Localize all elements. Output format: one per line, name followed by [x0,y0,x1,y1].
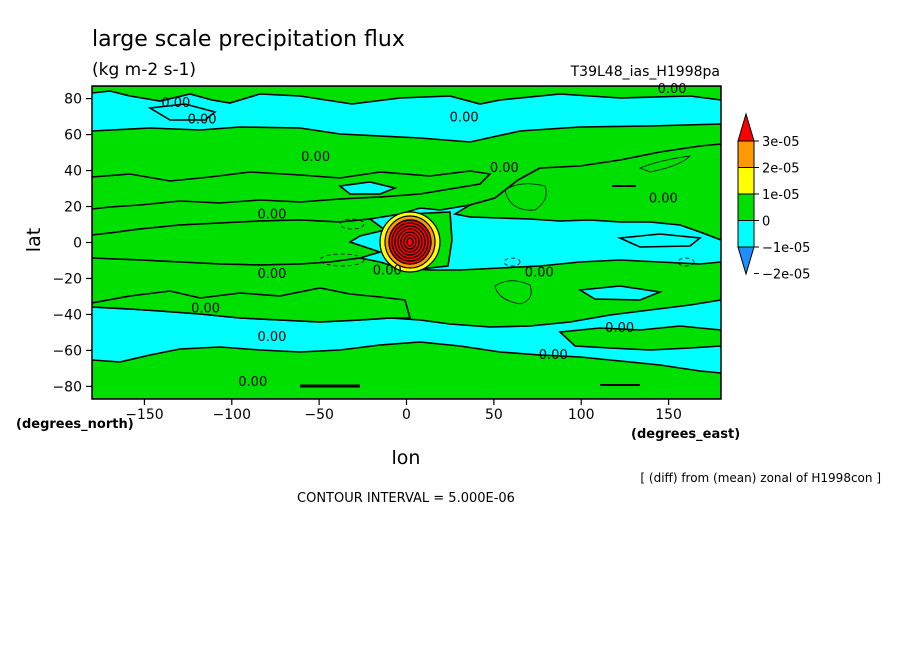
y-tick-label: −60 [52,343,82,359]
x-tick-label: 50 [485,407,503,423]
x-axis-label: lon [392,447,421,469]
contour-label: 0.00 [191,301,220,316]
source-annotation: [ (diff) from (mean) zonal of H1998con ] [640,471,881,485]
colorbar-label: 2e-05 [762,162,800,177]
cyan-pocket-south-east [577,285,664,301]
contour-label: 0.00 [238,375,267,390]
contour-label: 0.00 [188,112,217,127]
colorbar-segment [737,112,755,142]
contour-label: 0.00 [490,161,519,176]
x-tick-label: 150 [655,407,682,423]
y-axis-label: lat [23,228,45,252]
contour-label: 0.00 [525,265,554,280]
y-tick-label: 60 [64,128,82,144]
y-tick-label: −40 [52,307,82,323]
contour-label: 0.00 [257,330,286,345]
negative-contours [319,218,695,267]
contour-label: 0.00 [649,192,678,207]
max-contour-rings [391,222,429,262]
chart-subtitle: (kg m-2 s-1) [92,60,196,80]
y-tick-label: 40 [64,164,82,180]
y-tick-label: 0 [73,236,82,252]
x-tick-label: −100 [213,407,251,423]
minor-contours [300,155,692,388]
x-axis: −150 −100 −50 0 50 100 150 [125,399,682,423]
x-tick-label: 0 [402,407,411,423]
green-band-south-polar-east [558,325,721,351]
green-band-north-polar [92,86,721,105]
y-axis: 80 60 40 20 0 −20 −40 −60 −80 [52,92,92,395]
colorbar-label: −2e-05 [762,268,810,283]
colorbar-label: −1e-05 [762,241,810,256]
colorbar-segment [737,193,755,221]
contour-label: 0.00 [373,263,402,278]
colorbar-label: 0 [762,215,770,230]
colorbar-segment [737,246,755,276]
x-tick-label: −150 [125,407,163,423]
cyan-pocket-north-west [147,103,217,121]
green-band-north-subtropic-bridge [92,170,492,210]
colorbar-label: 1e-05 [762,188,800,203]
green-band-south-polar [92,341,721,399]
green-band-north-east [452,143,721,241]
plot-area [92,86,721,399]
contour-label: 0.00 [301,150,330,165]
contour-label: 0.00 [161,96,190,111]
cyan-pocket-east [616,233,703,248]
colorbar-segment [737,220,755,248]
colorbar-segment [737,140,755,168]
colorbar-label: 3e-05 [762,135,800,150]
colorbar-legend: 3e-05 2e-05 1e-05 0 −1e-05 −2e-05 [737,112,810,283]
x-tick-label: 100 [568,407,595,423]
contour-label: 0.00 [257,208,286,223]
contour-label: 0.00 [658,82,687,97]
x-unit-label: (degrees_east) [631,427,740,442]
y-unit-label: (degrees_north) [16,417,134,432]
contour-label: 0.00 [450,111,479,126]
y-tick-label: −80 [52,379,82,395]
contour-label: 0.00 [257,267,286,282]
y-tick-label: −20 [52,271,82,287]
contour-label: 0.00 [605,321,634,336]
cyan-pocket-north-center [338,181,398,195]
contour-labels: 0.000.00 0.000.000.000.000.000.00 0.00 0.00… [161,82,686,390]
colorbar-segment [737,167,755,195]
experiment-label: T39L48_ias_H1998pa [570,64,720,80]
y-tick-label: 20 [64,200,82,216]
contour-label: 0.00 [539,348,568,363]
contour-interval-label: CONTOUR INTERVAL = 5.000E-06 [297,491,515,506]
chart-title: large scale precipitation flux [92,27,405,52]
green-band-south-subtropic [92,287,412,323]
x-tick-label: −50 [304,407,334,423]
y-tick-label: 80 [64,92,82,108]
